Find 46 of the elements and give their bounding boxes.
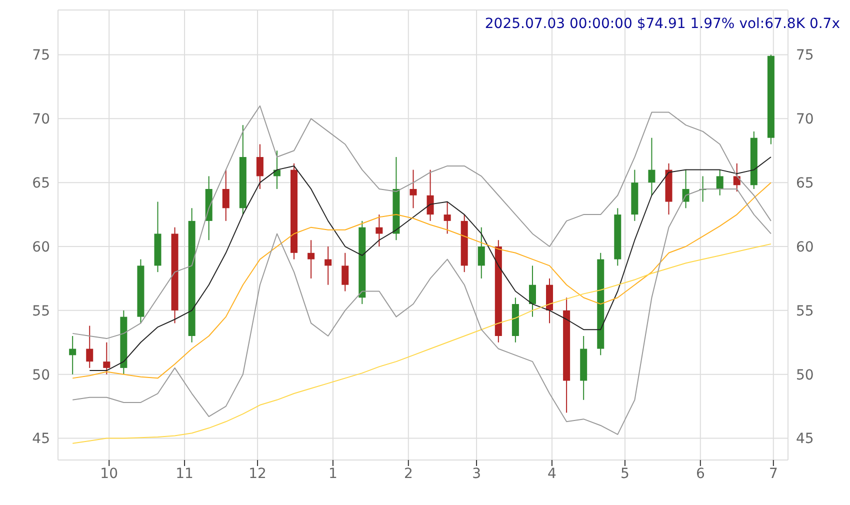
- line-series: [89, 156, 772, 372]
- y2-tick-label: 65: [796, 176, 814, 192]
- candlestick: [222, 169, 230, 222]
- candlestick: [376, 214, 383, 248]
- candlestick: [342, 252, 349, 292]
- candlestick: [648, 137, 656, 196]
- candlestick: [426, 169, 434, 222]
- y-tick-label: 65: [32, 176, 50, 192]
- y-tick-label: 60: [32, 239, 50, 256]
- y-tick-label: 70: [32, 112, 50, 128]
- candlestick: [324, 246, 332, 286]
- x-tick-label: 6: [696, 466, 705, 482]
- line-series: [72, 182, 772, 379]
- candlestick: [716, 169, 724, 196]
- x-tick-label: 11: [176, 466, 194, 482]
- y2-tick-label: 75: [796, 48, 814, 64]
- candlestick: [86, 325, 94, 368]
- y2-tick-label: 45: [796, 431, 814, 448]
- candlestick: [478, 226, 485, 279]
- x-tick-label: 5: [620, 466, 630, 482]
- line-series: [72, 105, 772, 340]
- x-tick-label: 7: [768, 466, 778, 482]
- y2-tick-label: 70: [796, 112, 814, 128]
- x-tick-label: 4: [548, 466, 557, 482]
- candlestick: [308, 240, 315, 279]
- y-tick-label: 55: [32, 303, 50, 320]
- line-series: [72, 243, 772, 444]
- y-tick-label: 50: [32, 367, 50, 384]
- y-tick-label: 45: [32, 431, 50, 448]
- y2-tick-label: 60: [796, 239, 814, 256]
- chart-title: 2025.07.03 00:00:00 $74.91 1.97% vol:67.8K 0.7x: [484, 16, 840, 32]
- x-tick-label: 1: [328, 466, 338, 482]
- x-tick-label: 12: [248, 466, 266, 482]
- candlestick: [733, 162, 740, 192]
- y2-tick-label: 55: [796, 303, 814, 320]
- candlestick: [528, 265, 536, 318]
- x-tick-label: 3: [472, 466, 481, 482]
- candlestick: [103, 342, 110, 375]
- candlestick: [410, 169, 417, 209]
- candlestick: [69, 335, 76, 375]
- y2-tick-label: 50: [796, 367, 814, 384]
- candlestick: [256, 144, 264, 190]
- y-tick-label: 75: [32, 48, 50, 64]
- x-tick-label: 2: [404, 466, 413, 482]
- candlestick: [444, 201, 451, 234]
- x-tick-label: 10: [100, 466, 118, 482]
